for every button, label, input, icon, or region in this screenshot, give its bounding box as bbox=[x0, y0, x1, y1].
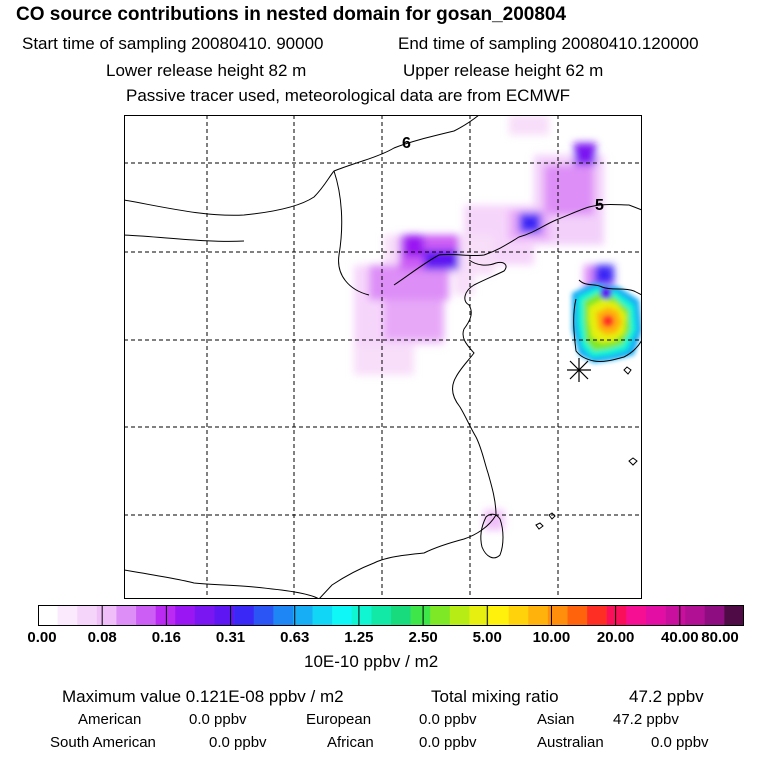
total-mixing-value: 47.2 ppbv bbox=[629, 687, 704, 706]
colorbar-swatch bbox=[724, 605, 744, 626]
lower-release-text: Lower release height 82 m bbox=[106, 61, 307, 80]
colorbar-swatch bbox=[489, 605, 509, 626]
colorbar-swatch bbox=[77, 605, 98, 626]
european-value: 0.0 ppbv bbox=[419, 711, 477, 728]
start-time-text: Start time of sampling 20080410. 90000 bbox=[22, 34, 324, 53]
colorbar-tick-label: 0.63 bbox=[280, 629, 310, 646]
australian-value: 0.0 ppbv bbox=[651, 734, 709, 751]
colorbar-swatch bbox=[116, 605, 137, 626]
colorbar-swatch bbox=[253, 605, 274, 626]
colorbar-tick-label: 0.31 bbox=[215, 629, 246, 646]
colorbar-swatch bbox=[469, 605, 490, 626]
colorbar-swatch bbox=[508, 605, 529, 626]
colorbar-swatch bbox=[567, 605, 588, 626]
colorbar-swatch bbox=[410, 605, 431, 626]
colorbar-tick-label: 80.00 bbox=[701, 629, 739, 646]
american-value: 0.0 ppbv bbox=[189, 711, 247, 728]
colorbar-swatch bbox=[234, 605, 255, 626]
lat-lon-grid bbox=[124, 115, 642, 599]
colorbar-tick-label: 1.25 bbox=[344, 629, 374, 646]
colorbar-swatch bbox=[547, 605, 568, 626]
colorbar-swatch bbox=[57, 605, 78, 626]
colorbar-swatch bbox=[371, 605, 392, 626]
south-american-value: 0.0 ppbv bbox=[209, 734, 267, 751]
south-american-label: South American bbox=[50, 734, 156, 751]
colorbar-swatch bbox=[587, 605, 608, 626]
end-time-text: End time of sampling 20080410.120000 bbox=[398, 34, 699, 53]
american-label: American bbox=[78, 711, 142, 728]
colorbar-swatch bbox=[665, 605, 686, 626]
map-panel: 6 5 bbox=[124, 115, 642, 599]
map-label-6: 6 bbox=[402, 135, 411, 152]
korea-hotspot bbox=[572, 283, 642, 363]
colorbar-swatch bbox=[175, 605, 196, 626]
coastlines bbox=[124, 115, 642, 599]
upper-release-text: Upper release height 62 m bbox=[403, 61, 604, 80]
colorbar-swatch bbox=[704, 605, 725, 626]
colorbar-tick-label: 0.08 bbox=[87, 629, 117, 646]
african-label: African bbox=[327, 734, 374, 751]
map-label-5: 5 bbox=[595, 197, 604, 214]
african-value: 0.0 ppbv bbox=[419, 734, 477, 751]
colorbar bbox=[38, 605, 744, 626]
colorbar-swatch bbox=[645, 605, 666, 626]
colorbar-swatch bbox=[391, 605, 411, 626]
colorbar-swatch bbox=[273, 605, 294, 626]
total-mixing-label: Total mixing ratio bbox=[431, 687, 559, 706]
release-site-asterisk-icon bbox=[567, 358, 591, 382]
asian-value: 47.2 ppbv bbox=[613, 711, 679, 728]
colorbar-tick-label: 2.50 bbox=[408, 629, 438, 646]
colorbar-swatch bbox=[685, 605, 706, 626]
max-value-text: Maximum value 0.121E-08 ppbv / m2 bbox=[62, 687, 344, 706]
european-label: European bbox=[306, 711, 372, 728]
colorbar-tick-label: 0.16 bbox=[151, 629, 181, 646]
colorbar-tick-label: 20.00 bbox=[596, 629, 635, 646]
colorbar-tick-label: 10.00 bbox=[532, 629, 571, 646]
plot-title: CO source contributions in nested domain… bbox=[16, 4, 567, 25]
colorbar-swatch bbox=[38, 605, 58, 626]
australian-label: Australian bbox=[537, 734, 604, 751]
colorbar-swatch bbox=[312, 605, 333, 626]
colorbar-units: 10E-10 ppbv / m2 bbox=[304, 652, 439, 671]
colorbar-swatch bbox=[96, 605, 117, 626]
colorbar-swatch bbox=[351, 605, 372, 626]
colorbar-swatch bbox=[626, 605, 647, 626]
colorbar-swatch bbox=[528, 605, 549, 626]
colorbar-swatch bbox=[430, 605, 451, 626]
colorbar-swatch bbox=[449, 605, 470, 626]
colorbar-swatch bbox=[214, 605, 235, 626]
colorbar-swatch bbox=[332, 605, 353, 626]
colorbar-swatch bbox=[606, 605, 627, 626]
colorbar-swatch bbox=[194, 605, 215, 626]
colorbar-border bbox=[38, 605, 744, 626]
colorbar-swatch bbox=[292, 605, 313, 626]
colorbar-swatch bbox=[136, 605, 156, 626]
colorbar-tick-label: 0.00 bbox=[27, 629, 57, 646]
tracer-note-text: Passive tracer used, meteorological data… bbox=[126, 86, 571, 105]
colorbar-tick-label: 5.00 bbox=[472, 629, 502, 646]
colorbar-swatch bbox=[155, 605, 176, 626]
asian-label: Asian bbox=[537, 711, 575, 728]
colorbar-tick-label: 40.00 bbox=[661, 629, 699, 646]
